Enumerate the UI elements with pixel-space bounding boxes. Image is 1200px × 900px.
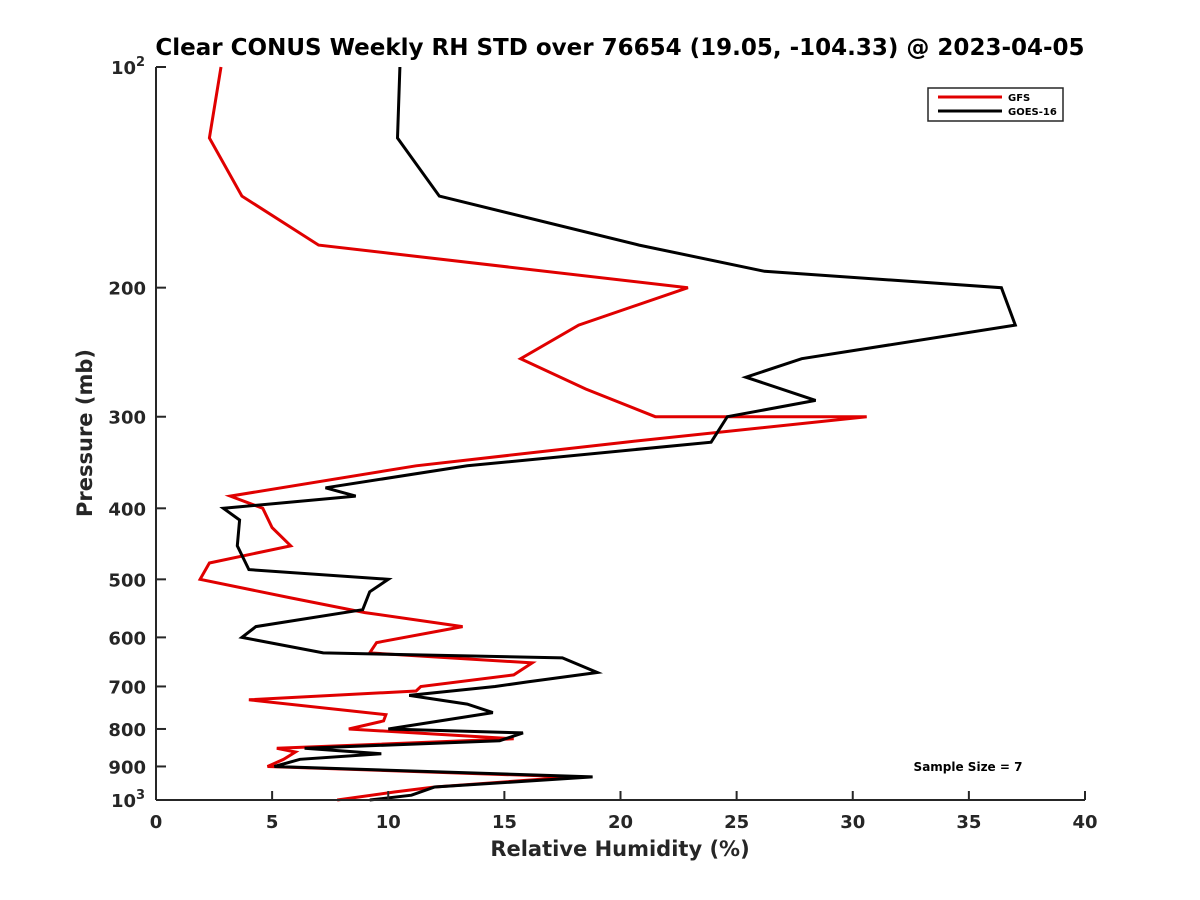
sample-size-annotation: Sample Size = 7	[914, 760, 1023, 774]
x-tick-label: 10	[376, 812, 401, 833]
y-tick-label: 900	[108, 757, 146, 778]
series-line-goes-16	[219, 66, 1018, 802]
x-tick-label: 20	[608, 812, 633, 833]
plot-lines	[197, 66, 1018, 802]
legend-box	[927, 87, 1064, 122]
x-tick-label: 35	[956, 812, 981, 833]
y-tick-label: 700	[108, 677, 146, 698]
legend: GFS GOES-16	[927, 87, 1064, 122]
legend-label-goes-16: GOES-16	[1008, 107, 1057, 118]
y-tick-label: 500	[108, 570, 146, 591]
x-tick-label: 30	[840, 812, 865, 833]
x-tick-label: 40	[1072, 812, 1097, 833]
chart-title: Clear CONUS Weekly RH STD over 76654 (19…	[155, 35, 1084, 61]
y-tick-label: 800	[108, 720, 146, 741]
x-axis-label: Relative Humidity (%)	[490, 837, 749, 861]
y-tick-label: 10	[111, 58, 136, 79]
x-tick-label: 25	[724, 812, 749, 833]
y-tick-label: 200	[108, 279, 146, 300]
y-tick-exponent: 2	[136, 55, 145, 70]
y-tick-label: 10	[111, 791, 136, 812]
y-tick-label: 600	[108, 628, 146, 649]
legend-label-gfs: GFS	[1008, 93, 1030, 104]
y-axis-label: Pressure (mb)	[73, 349, 97, 517]
y-tick-label: 400	[108, 499, 146, 520]
y-tick-label: 300	[108, 408, 146, 429]
series-line-gfs	[197, 66, 867, 802]
x-ticks: 0 5 10 15 20 25 30 35 40	[150, 791, 1098, 833]
y-tick-exponent: 3	[136, 788, 145, 803]
x-tick-label: 0	[150, 812, 163, 833]
axes: 0 5 10 15 20 25 30 35 40 10 220030040050060070080…	[108, 55, 1097, 833]
x-tick-label: 5	[266, 812, 279, 833]
x-tick-label: 15	[492, 812, 517, 833]
